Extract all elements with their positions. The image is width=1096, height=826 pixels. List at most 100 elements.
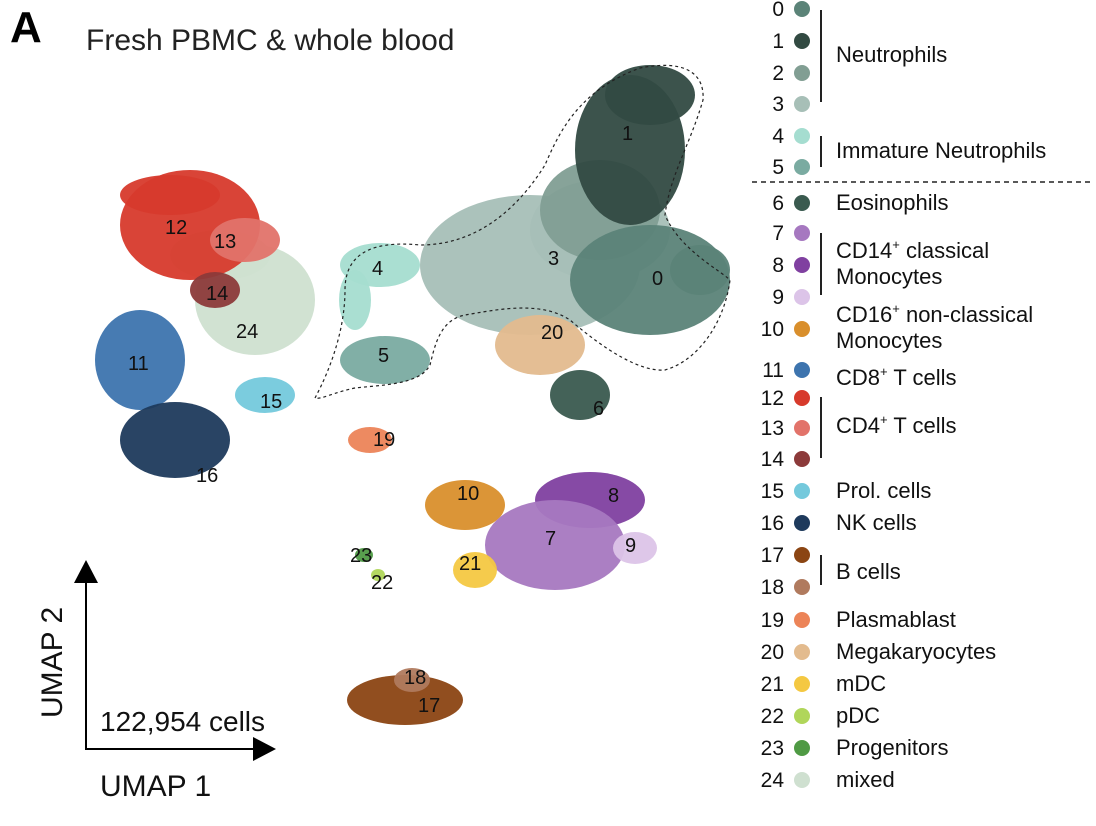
legend-number-11: 11	[762, 359, 784, 382]
panel-letter: A	[10, 3, 42, 52]
legend-label-cd4: CD4+ T cells	[836, 412, 957, 438]
legend-label-immature-neutrophils: Immature Neutrophils	[836, 138, 1046, 163]
cluster-label-12: 12	[165, 217, 187, 239]
neutrophil-outline	[314, 64, 731, 399]
legend-number-0: 0	[772, 0, 784, 21]
cluster-label-4: 4	[372, 258, 383, 280]
cluster-label-22: 22	[371, 572, 393, 594]
cluster-label-10: 10	[457, 483, 479, 505]
cluster-label-18: 18	[404, 667, 426, 689]
legend-label-b: B cells	[836, 559, 901, 584]
legend-label-neutrophils: Neutrophils	[836, 42, 947, 67]
cluster-23-cloud-1	[355, 548, 373, 562]
cluster-label-7: 7	[545, 528, 556, 550]
legend-number-8: 8	[772, 254, 784, 277]
legend-swatch-17	[794, 547, 810, 563]
cd4-suffix: T cells	[888, 413, 957, 438]
cluster-5-cloud-1	[340, 336, 430, 384]
legend-swatch-7	[794, 225, 810, 241]
cluster-label-5: 5	[378, 345, 389, 367]
legend-swatch-6	[794, 195, 810, 211]
cluster-19-cloud-1	[348, 427, 392, 453]
legend-swatch-2	[794, 65, 810, 81]
cluster-14-cloud-1	[190, 272, 240, 308]
legend-number-21: 21	[761, 673, 784, 696]
legend-number-24: 24	[761, 769, 785, 792]
legend-swatch-21	[794, 676, 810, 692]
legend-swatch-14	[794, 451, 810, 467]
y-axis-arrowhead	[74, 560, 98, 583]
legend-swatch-19	[794, 612, 810, 628]
legend-swatch-13	[794, 420, 810, 436]
cluster-12-cloud-2	[120, 175, 220, 215]
legend-number-6: 6	[772, 192, 784, 215]
chart-title: Fresh PBMC & whole blood	[86, 24, 455, 57]
legend-swatch-9	[794, 289, 810, 305]
cluster-11-cloud-1	[95, 310, 185, 410]
cluster-0-cloud-2	[670, 245, 730, 295]
legend-label-megakaryocytes: Megakaryocytes	[836, 639, 996, 664]
legend-number-23: 23	[761, 737, 784, 760]
legend-swatch-1	[794, 33, 810, 49]
legend-number-3: 3	[772, 93, 784, 116]
cluster-7-cloud-1	[485, 500, 625, 590]
cd16-superscript: +	[892, 301, 900, 316]
cluster-label-19: 19	[373, 429, 395, 451]
legend-label-nk: NK cells	[836, 510, 917, 535]
cluster-10-cloud-1	[425, 480, 505, 530]
legend-label-pdc: pDC	[836, 703, 880, 728]
cluster-label-8: 8	[608, 485, 619, 507]
cluster-label-24: 24	[236, 321, 258, 343]
cluster-21-cloud-1	[453, 552, 497, 588]
cluster-label-17: 17	[418, 695, 440, 717]
cd16-text: CD16	[836, 302, 892, 327]
legend-swatch-22	[794, 708, 810, 724]
cluster-label-13: 13	[214, 231, 236, 253]
cluster-label-15: 15	[260, 391, 282, 413]
cd8-text: CD8	[836, 365, 880, 390]
legend-swatch-8	[794, 257, 810, 273]
cluster-label-21: 21	[459, 553, 481, 575]
legend-number-19: 19	[761, 609, 784, 632]
cluster-label-11: 11	[128, 353, 149, 375]
cluster-9-cloud-1	[613, 532, 657, 564]
x-axis-label: UMAP 1	[100, 770, 211, 803]
cluster-label-14: 14	[206, 283, 228, 305]
legend-swatch-12	[794, 390, 810, 406]
legend-swatch-10	[794, 321, 810, 337]
legend-number-5: 5	[772, 156, 784, 179]
cluster-label-23: 23	[350, 545, 372, 567]
cluster-18-cloud-1	[394, 668, 430, 692]
legend-swatch-3	[794, 96, 810, 112]
cluster-16-cloud-1	[120, 402, 230, 478]
legend-swatch-23	[794, 740, 810, 756]
cluster-label-3: 3	[548, 248, 559, 270]
cd14-superscript: +	[892, 237, 900, 252]
legend-swatch-20	[794, 644, 810, 660]
legend-number-9: 9	[772, 286, 784, 309]
cd8-superscript: +	[880, 364, 888, 379]
legend-number-1: 1	[772, 30, 784, 53]
legend-label-prol: Prol. cells	[836, 478, 931, 503]
cd8-suffix: T cells	[888, 365, 957, 390]
cluster-label-16: 16	[196, 465, 218, 487]
legend-label-plasmablast: Plasmablast	[836, 607, 956, 632]
cluster-13-cloud-1	[210, 218, 280, 262]
legend-number-12: 12	[761, 387, 784, 410]
umap-scatter	[95, 65, 730, 725]
legend-number-22: 22	[761, 705, 784, 728]
legend-number-20: 20	[761, 641, 784, 664]
cluster-17-cloud-1	[347, 675, 463, 725]
legend-swatch-24	[794, 772, 810, 788]
legend-number-15: 15	[761, 480, 784, 503]
legend-number-4: 4	[772, 125, 784, 148]
legend-number-14: 14	[761, 448, 785, 471]
legend-number-2: 2	[772, 62, 784, 85]
x-axis-arrowhead	[253, 737, 276, 761]
legend: 0123456789101112131415161718192021222324…	[752, 0, 1090, 792]
legend-number-17: 17	[761, 544, 784, 567]
legend-label-eosinophils: Eosinophils	[836, 190, 949, 215]
legend-label-mdc: mDC	[836, 671, 886, 696]
